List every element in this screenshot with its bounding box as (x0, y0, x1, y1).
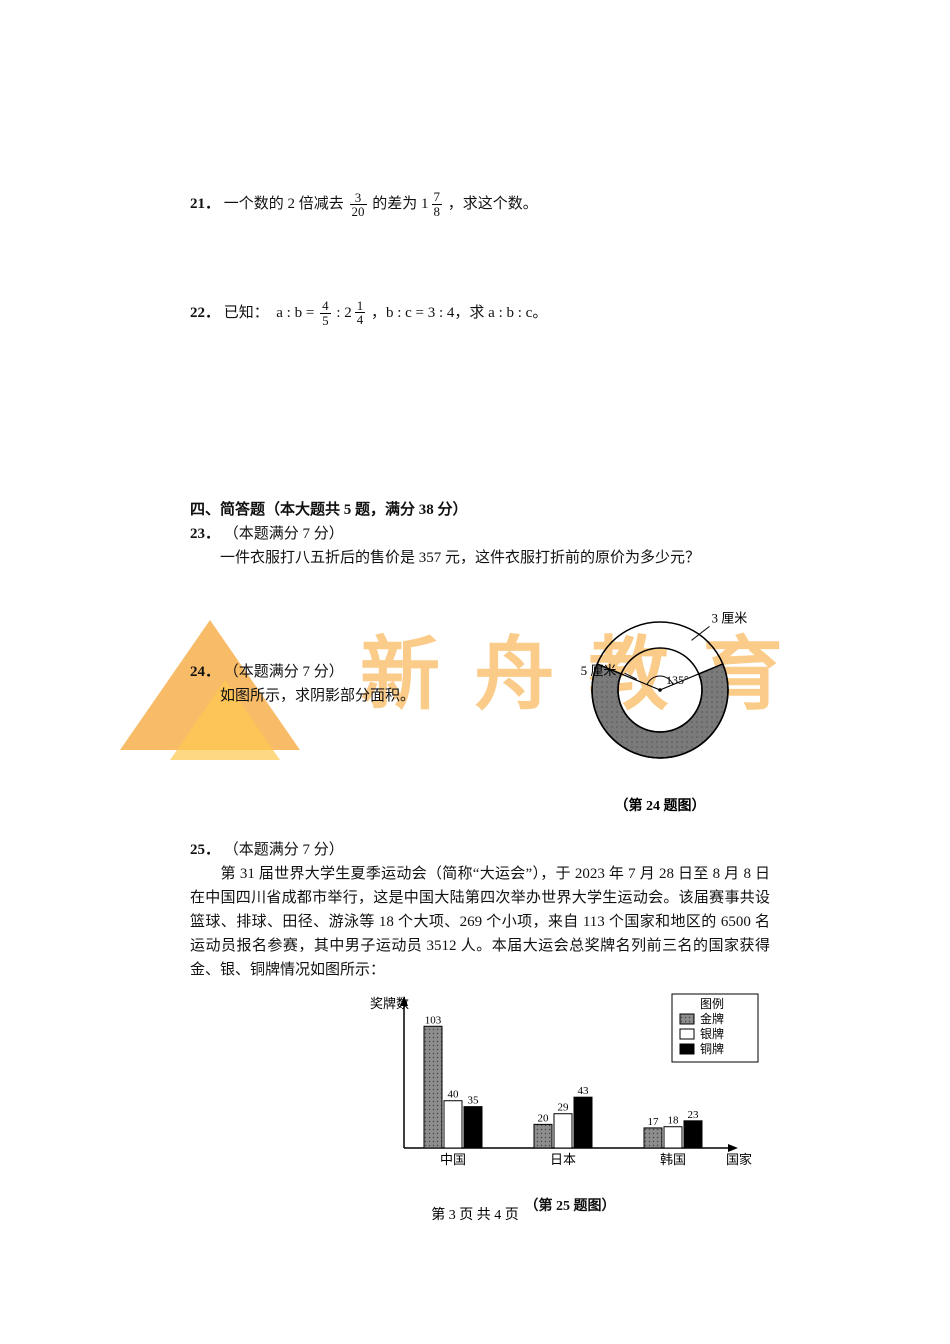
svg-text:29: 29 (558, 1101, 570, 1113)
q25-bar-chart: 奖牌数国家 103 40 35 中国 20 29 43 日本 17 18 23 韩国 图例金牌银牌铜牌 (360, 988, 780, 1188)
svg-text:图例: 图例 (700, 997, 724, 1011)
q25-body: 第 31 届世界大学生夏季运动会（简称“大运会”），于 2023 年 7 月 2… (190, 862, 770, 982)
q21-mixed-num: 7 (432, 190, 443, 205)
q23-number: 23． (190, 526, 220, 542)
figure-25: 奖牌数国家1034035中国202943日本171823韩国图例金牌银牌铜牌 （… (360, 988, 780, 1218)
svg-text:43: 43 (578, 1085, 590, 1097)
q22-mixed-den: 4 (355, 313, 366, 327)
q22-mixed-whole: 2 (344, 301, 352, 325)
figure-24: 135° 5 厘米 3 厘米 （第 24 题图） (550, 600, 770, 815)
svg-text:35: 35 (468, 1094, 480, 1106)
q21-mixed-frac: 7 8 (432, 190, 443, 218)
svg-text:20: 20 (538, 1112, 550, 1124)
q22-frac-1: 4 5 (320, 299, 331, 327)
q22-text-2: : (336, 305, 344, 321)
q21-frac-1: 3 20 (350, 191, 367, 219)
q22-frac1-den: 5 (320, 314, 331, 328)
svg-text:18: 18 (668, 1114, 680, 1126)
svg-text:国家: 国家 (726, 1152, 752, 1167)
q25-points: （本题满分 7 分） (224, 842, 344, 858)
q25-number: 25． (190, 842, 220, 858)
svg-text:5 厘米: 5 厘米 (581, 663, 617, 678)
svg-text:103: 103 (425, 1014, 442, 1026)
svg-text:日本: 日本 (550, 1152, 576, 1167)
question-23: 23． （本题满分 7 分） 一件衣服打八五折后的售价是 357 元，这件衣服打… (190, 522, 770, 570)
svg-text:铜牌: 铜牌 (700, 1041, 724, 1056)
q21-mixed-whole: 1 (421, 192, 429, 216)
svg-text:金牌: 金牌 (700, 1011, 724, 1026)
page-footer: 第 3 页 共 4 页 (0, 1204, 950, 1224)
svg-text:银牌: 银牌 (700, 1027, 724, 1041)
q21-frac1-den: 20 (350, 205, 367, 219)
q21-mixed-den: 8 (432, 205, 443, 219)
q21-text-3: ，求这个数。 (448, 196, 538, 212)
svg-text:韩国: 韩国 (660, 1152, 686, 1167)
q24-caption: （第 24 题图） (550, 795, 770, 815)
svg-text:3 厘米: 3 厘米 (712, 610, 748, 625)
svg-text:23: 23 (688, 1109, 700, 1121)
question-25: 25． （本题满分 7 分） 第 31 届世界大学生夏季运动会（简称“大运会”）… (190, 838, 770, 1218)
q21-text-1: 一个数的 2 倍减去 (224, 196, 344, 212)
svg-text:中国: 中国 (440, 1152, 466, 1167)
q22-number: 22． (190, 305, 220, 321)
q23-points: （本题满分 7 分） (224, 526, 344, 542)
q21-mixed-1: 1 7 8 (421, 190, 444, 218)
q21-number: 21． (190, 196, 220, 212)
q21-text-2: 的差为 (372, 196, 417, 212)
svg-text:奖牌数: 奖牌数 (370, 996, 409, 1011)
q22-mixed-1: 2 1 4 (344, 299, 367, 327)
svg-text:135°: 135° (666, 673, 689, 687)
question-22: 22． 已知： a : b = 4 5 : 2 1 4 ，b : c = 3 :… (190, 299, 770, 328)
svg-text:17: 17 (648, 1116, 660, 1128)
q24-ring-diagram: 135° 5 厘米 3 厘米 (550, 600, 770, 790)
q22-mixed-num: 1 (355, 299, 366, 314)
q21-frac1-num: 3 (350, 191, 367, 206)
question-21: 21． 一个数的 2 倍减去 3 20 的差为 1 7 8 ，求这个数。 (190, 190, 770, 219)
q22-text-3: ，b : c = 3 : 4，求 a : b : c。 (371, 305, 547, 321)
q22-text-1: 已知： a : b = (224, 305, 315, 321)
section-4-heading: 四、简答题（本大题共 5 题，满分 38 分） (190, 498, 770, 522)
q24-number: 24． (190, 664, 220, 680)
q24-points: （本题满分 7 分） (224, 664, 344, 680)
q23-body: 一件衣服打八五折后的售价是 357 元，这件衣服打折前的原价为多少元？ (190, 546, 770, 570)
svg-text:40: 40 (448, 1088, 460, 1100)
q22-frac1-num: 4 (320, 299, 331, 314)
q22-mixed-frac: 1 4 (355, 299, 366, 327)
